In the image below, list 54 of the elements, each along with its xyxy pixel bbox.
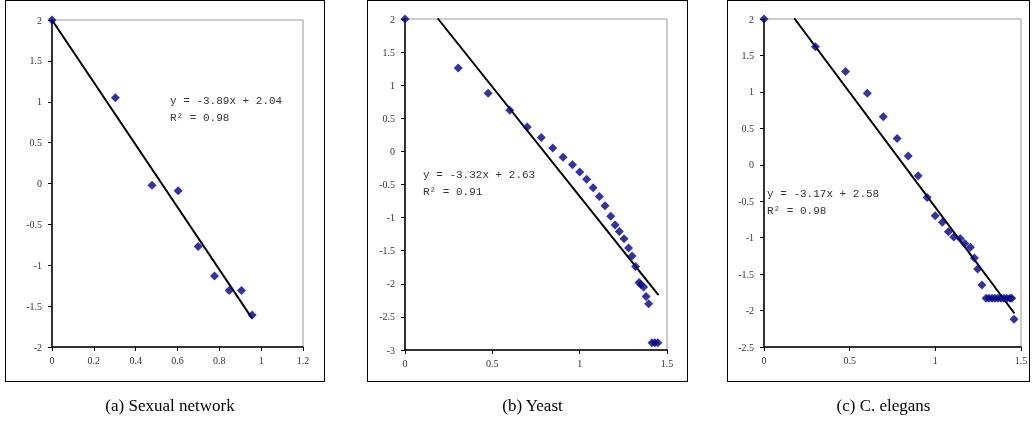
y-tick-label: 2: [749, 13, 754, 25]
annotation: y = -3.17x + 2.58: [767, 187, 880, 200]
text: (a) Sexual network: [105, 396, 236, 415]
y-tick-label: 1: [749, 86, 754, 98]
annotation: y = -3.89x + 2.04: [170, 94, 283, 107]
y-tick-label: 1.5: [29, 55, 42, 67]
y-tick-label: 0.5: [382, 112, 395, 124]
x-tick-label: 0: [49, 354, 55, 366]
y-tick-label: -2: [33, 341, 42, 353]
y-tick-label: 1: [390, 79, 395, 91]
y-tick-label: -2.5: [379, 311, 395, 323]
x-tick-label: 1: [577, 357, 583, 369]
x-tick-label: 0.5: [486, 357, 499, 369]
text: (c) C. elegans: [836, 396, 931, 415]
x-tick-label: 0.8: [213, 354, 226, 366]
y-tick-label: -0.5: [379, 179, 395, 190]
y-tick-label: 0: [390, 145, 395, 157]
annotation: R² = 0.98: [766, 204, 827, 217]
x-tick-label: 0.4: [129, 354, 142, 366]
annotation: R² = 0.98: [169, 111, 230, 124]
y-tick-label: -2.5: [738, 341, 754, 353]
y-tick-label: -1: [745, 232, 754, 244]
y-tick-label: 2: [390, 13, 395, 25]
annotation: R² = 0.91: [422, 185, 483, 198]
y-tick-label: 0.5: [741, 122, 754, 134]
y-tick-label: -3: [386, 344, 395, 356]
x-tick-label: 0.2: [87, 354, 101, 366]
x-tick-label: 1: [932, 354, 938, 366]
y-tick-label: -1.5: [26, 300, 42, 312]
y-tick-label: -0.5: [26, 218, 42, 230]
x-tick-label: 0.6: [171, 354, 184, 366]
y-tick-label: 1.5: [741, 49, 754, 61]
y-tick-label: -2: [745, 305, 754, 317]
y-tick-label: 1: [37, 96, 42, 108]
y-tick-label: 1.5: [382, 46, 395, 58]
y-tick-label: -1.5: [738, 268, 754, 280]
annotation: y = -3.32x + 2.63: [423, 168, 536, 181]
y-tick-label: -1.5: [379, 245, 395, 257]
x-tick-label: 1.5: [1014, 354, 1028, 366]
y-tick-label: -1: [386, 212, 395, 224]
y-tick-label: 0: [37, 178, 42, 189]
x-tick-label: 0: [402, 357, 408, 369]
y-tick-label: 0: [749, 159, 754, 171]
x-tick-label: 0: [761, 354, 767, 366]
x-tick-label: 0.5: [843, 354, 856, 366]
y-tick-label: -0.5: [738, 195, 754, 207]
y-tick-label: 0.5: [29, 137, 42, 149]
y-tick-label: -2: [386, 278, 395, 290]
x-tick-label: 1: [258, 354, 264, 366]
y-tick-label: -1: [33, 259, 42, 271]
x-tick-label: 1.5: [660, 357, 674, 369]
text: (b) Yeast: [502, 396, 563, 415]
x-tick-label: 1.2: [296, 354, 310, 366]
y-tick-label: 2: [37, 14, 42, 26]
